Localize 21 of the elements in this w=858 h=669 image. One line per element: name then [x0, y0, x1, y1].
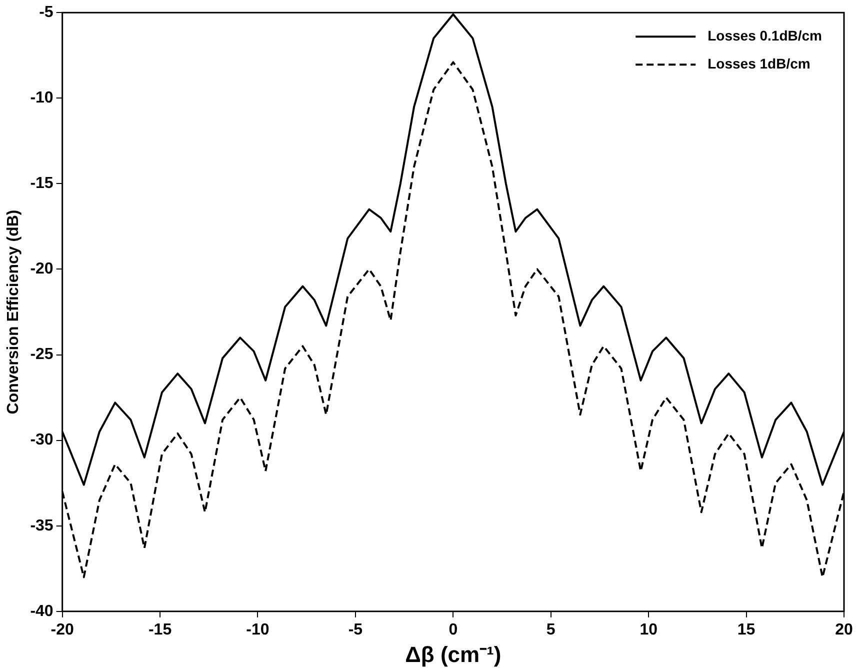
- y-tick-label: -20: [30, 260, 54, 278]
- y-tick-label: -35: [30, 517, 54, 534]
- y-tick-label: -40: [30, 602, 54, 620]
- y-tick-label: -15: [30, 175, 54, 192]
- y-axis-title: Conversion Efficiency (dB): [5, 210, 22, 414]
- y-tick-label: -5: [39, 4, 54, 22]
- y-tick-label: -25: [30, 346, 54, 364]
- legend-label: Losses 1dB/cm: [708, 55, 810, 72]
- x-tick-label: 20: [835, 621, 853, 638]
- x-axis-title: Δβ (cm⁻¹): [405, 642, 502, 667]
- x-tick-label: 10: [640, 621, 658, 638]
- x-tick-label: 0: [448, 621, 458, 638]
- x-tick-label: -10: [246, 621, 270, 638]
- x-tick-label: 15: [737, 621, 756, 638]
- legend-label: Losses 0.1dB/cm: [708, 27, 822, 44]
- x-tick-label: -20: [50, 621, 74, 638]
- y-tick-label: -30: [30, 432, 54, 449]
- x-tick-label: -5: [348, 621, 363, 638]
- x-tick-label: -15: [148, 621, 172, 638]
- y-tick-label: -10: [30, 90, 54, 107]
- x-tick-label: 5: [546, 621, 556, 638]
